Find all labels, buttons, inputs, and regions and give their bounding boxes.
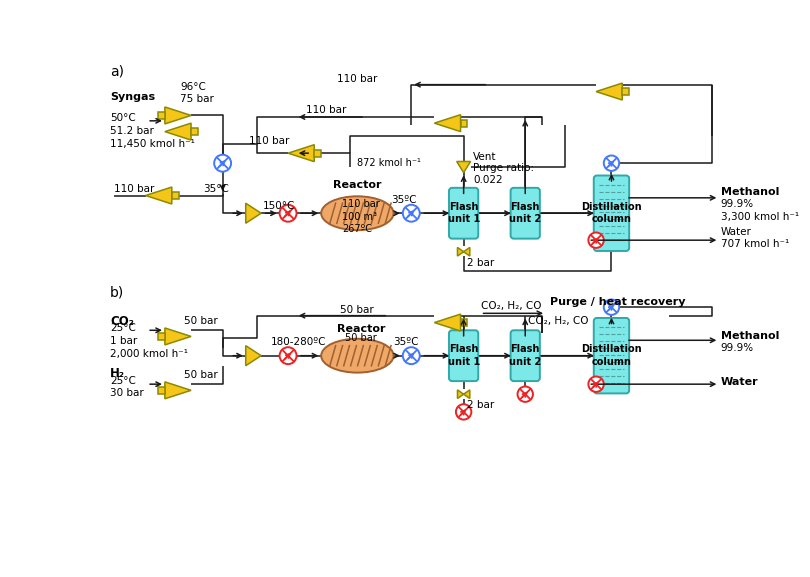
Circle shape [403,347,420,364]
Text: 35°C: 35°C [203,185,229,194]
Text: 96°C
75 bar: 96°C 75 bar [181,83,214,104]
Text: 110 bar: 110 bar [337,74,377,84]
Polygon shape [165,107,191,124]
Text: b): b) [110,286,125,299]
Text: Vent
Purge ratio:
0.022: Vent Purge ratio: 0.022 [473,152,534,185]
Text: Water: Water [721,377,758,387]
FancyBboxPatch shape [510,188,539,239]
Text: 180-280ºC: 180-280ºC [271,337,326,347]
FancyBboxPatch shape [191,128,198,135]
Text: 35ºC: 35ºC [391,195,416,205]
Text: 150°C: 150°C [262,201,295,211]
Text: Flash
unit 2: Flash unit 2 [509,344,541,367]
Circle shape [603,155,619,171]
Text: 50°C
51.2 bar
11,450 kmol h⁻¹: 50°C 51.2 bar 11,450 kmol h⁻¹ [110,113,195,149]
Polygon shape [165,123,191,140]
Text: Water
707 kmol h⁻¹: Water 707 kmol h⁻¹ [721,227,789,249]
Text: Flash
unit 1: Flash unit 1 [447,202,480,224]
Polygon shape [458,248,470,256]
Text: 872 kmol h⁻¹: 872 kmol h⁻¹ [357,158,421,168]
Circle shape [403,205,420,222]
FancyBboxPatch shape [449,188,478,239]
Text: 25°C
1 bar
2,000 kmol h⁻¹: 25°C 1 bar 2,000 kmol h⁻¹ [110,323,188,359]
FancyBboxPatch shape [594,175,629,251]
Text: Syngas: Syngas [110,92,156,102]
Polygon shape [165,328,191,345]
FancyBboxPatch shape [461,119,467,126]
Text: 50 bar: 50 bar [340,305,374,315]
Text: Methanol: Methanol [721,331,779,340]
Polygon shape [245,203,261,223]
Polygon shape [165,382,191,399]
FancyBboxPatch shape [314,149,322,156]
Text: Reactor: Reactor [333,180,382,190]
Text: CO₂, H₂, CO: CO₂, H₂, CO [480,301,541,311]
Circle shape [279,205,296,222]
Text: H₂: H₂ [110,367,126,380]
Text: 110 bar: 110 bar [249,136,289,146]
Text: 110 bar
100 m³
267ºC: 110 bar 100 m³ 267ºC [342,200,380,234]
FancyBboxPatch shape [158,333,165,340]
Polygon shape [288,145,314,162]
FancyBboxPatch shape [461,319,467,326]
Text: 99.9%: 99.9% [721,343,754,353]
Circle shape [279,347,296,364]
Text: 50 bar: 50 bar [345,332,377,343]
Circle shape [456,404,471,419]
FancyBboxPatch shape [594,318,629,394]
Text: Flash
unit 1: Flash unit 1 [447,344,480,367]
Ellipse shape [322,196,394,230]
Circle shape [588,233,603,248]
FancyBboxPatch shape [172,192,179,199]
Text: 2 bar: 2 bar [467,258,495,268]
Text: Distillation
column: Distillation column [581,202,642,224]
Polygon shape [457,162,471,173]
Polygon shape [245,346,261,366]
Polygon shape [146,187,172,204]
FancyBboxPatch shape [449,330,478,381]
Polygon shape [434,115,461,132]
Text: 110 bar: 110 bar [306,106,347,115]
Polygon shape [434,314,461,331]
Text: Methanol: Methanol [721,187,779,197]
Text: 99.9%
3,300 kmol h⁻¹: 99.9% 3,300 kmol h⁻¹ [721,200,799,222]
FancyBboxPatch shape [510,330,539,381]
Text: 35ºC: 35ºC [393,337,419,347]
Circle shape [588,376,603,392]
Text: CO₂: CO₂ [110,315,134,328]
Polygon shape [458,390,470,399]
Circle shape [518,387,533,402]
Text: 50 bar: 50 bar [184,370,218,380]
Text: 25°C
30 bar: 25°C 30 bar [110,376,144,399]
Text: a): a) [110,65,124,78]
FancyBboxPatch shape [158,112,165,119]
Circle shape [214,155,231,171]
FancyBboxPatch shape [622,88,629,95]
Text: 110 bar: 110 bar [114,185,155,194]
Circle shape [603,299,619,315]
Text: CO₂, H₂, CO: CO₂, H₂, CO [528,316,589,327]
Text: Purge / heat recovery: Purge / heat recovery [550,297,685,307]
Ellipse shape [322,339,394,373]
FancyBboxPatch shape [158,387,165,394]
Text: 2 bar: 2 bar [467,400,494,410]
Polygon shape [596,83,622,100]
Text: 50 bar: 50 bar [184,316,218,327]
Text: Distillation
column: Distillation column [581,344,642,367]
Text: Flash
unit 2: Flash unit 2 [509,202,541,224]
Text: Reactor: Reactor [337,324,386,334]
